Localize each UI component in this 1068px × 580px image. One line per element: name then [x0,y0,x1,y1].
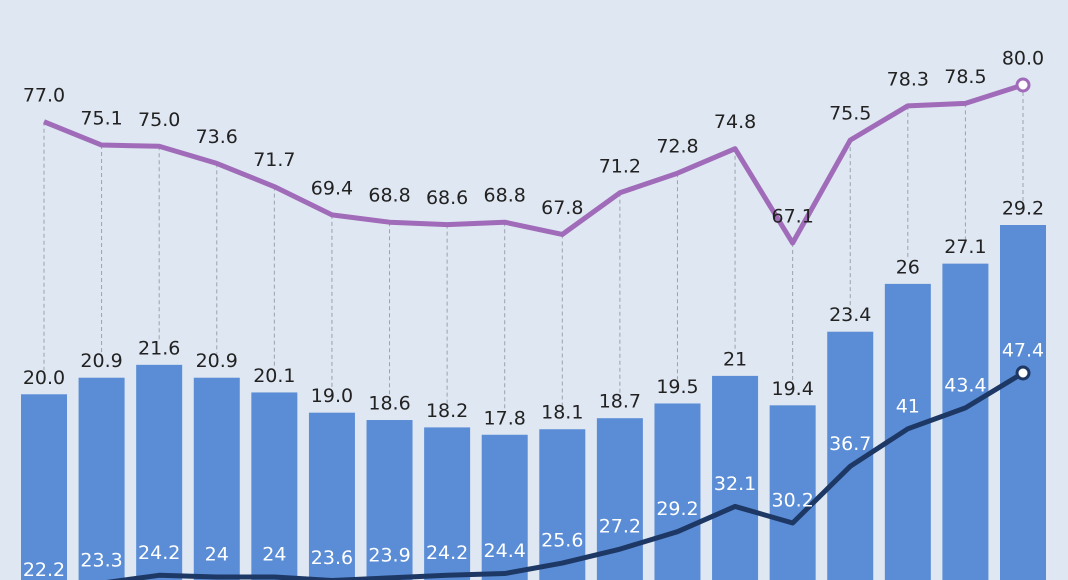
bar-label: 26 [896,256,920,278]
bar [366,420,413,580]
bar-label: 18.7 [599,391,641,413]
line-label: 67.1 [771,206,813,228]
line-label: 24.2 [138,542,180,564]
line-label: 68.8 [484,185,526,207]
line-label: 80.0 [1002,48,1044,70]
bar [769,405,816,580]
bar-label: 20.9 [80,350,122,372]
bar [1000,225,1046,580]
line-label: 72.8 [656,136,698,158]
bar [424,427,471,580]
line-label: 30.2 [771,489,813,511]
line-label: 24.2 [426,542,468,564]
line-label: 24 [262,544,286,566]
line-label: 23.6 [311,547,353,569]
line-label: 71.7 [253,149,295,171]
line-label: 23.3 [80,550,122,572]
bar-label: 19.4 [771,378,813,400]
bar [596,418,643,580]
line-label: 68.6 [426,187,468,209]
line-label: 27.2 [599,516,641,538]
bar [539,429,586,580]
line-label: 67.8 [541,197,583,219]
bar-label: 20.9 [196,350,238,372]
line-label: 29.2 [656,498,698,520]
line-label: 23.9 [368,544,410,566]
line-label: 75.0 [138,109,180,131]
bar [942,263,989,580]
bar [481,434,528,580]
line-label: 75.1 [80,108,122,130]
line-label: 73.6 [196,126,238,148]
bar-label: 21 [723,348,747,370]
bar-label: 17.8 [484,407,526,429]
bar-label: 23.4 [829,304,871,326]
line-label: 77.0 [23,84,65,106]
bar [654,403,701,580]
bar [308,412,355,580]
bar-label: 27.1 [944,236,986,258]
line [43,82,1024,246]
end-marker [1015,365,1031,381]
line-label: 78.5 [944,66,986,88]
line-label: 69.4 [311,177,353,199]
line-label: 24 [205,544,229,566]
line-label: 32.1 [714,473,756,495]
line-label: 78.3 [887,68,929,90]
line-label: 75.5 [829,103,871,125]
line-label: 24.4 [484,540,526,562]
bar-label: 20.1 [253,365,295,387]
bar-label: 21.6 [138,337,180,359]
bar [712,375,759,580]
line-label: 68.8 [368,185,410,207]
line-label: 43.4 [944,374,986,396]
line-label: 41 [896,395,920,417]
bar-label: 29.2 [1002,198,1044,220]
bar [193,377,240,580]
bar-label: 20.0 [23,367,65,389]
bar [136,364,183,580]
bar-label: 19.5 [656,376,698,398]
line-label: 25.6 [541,530,583,552]
line-label: 22.2 [23,559,65,580]
line [106,370,1025,580]
bar [884,283,931,580]
line-label: 36.7 [829,433,871,455]
bar-label: 18.6 [368,393,410,415]
line-label: 74.8 [714,111,756,133]
line-label: 71.2 [599,155,641,177]
bar [251,392,298,580]
end-marker [1015,77,1031,93]
bar-label: 19.0 [311,385,353,407]
bar-label: 18.1 [541,402,583,424]
bar-label: 18.2 [426,400,468,422]
bar [78,377,125,580]
line-label: 47.4 [1002,340,1044,362]
bar [21,394,67,580]
